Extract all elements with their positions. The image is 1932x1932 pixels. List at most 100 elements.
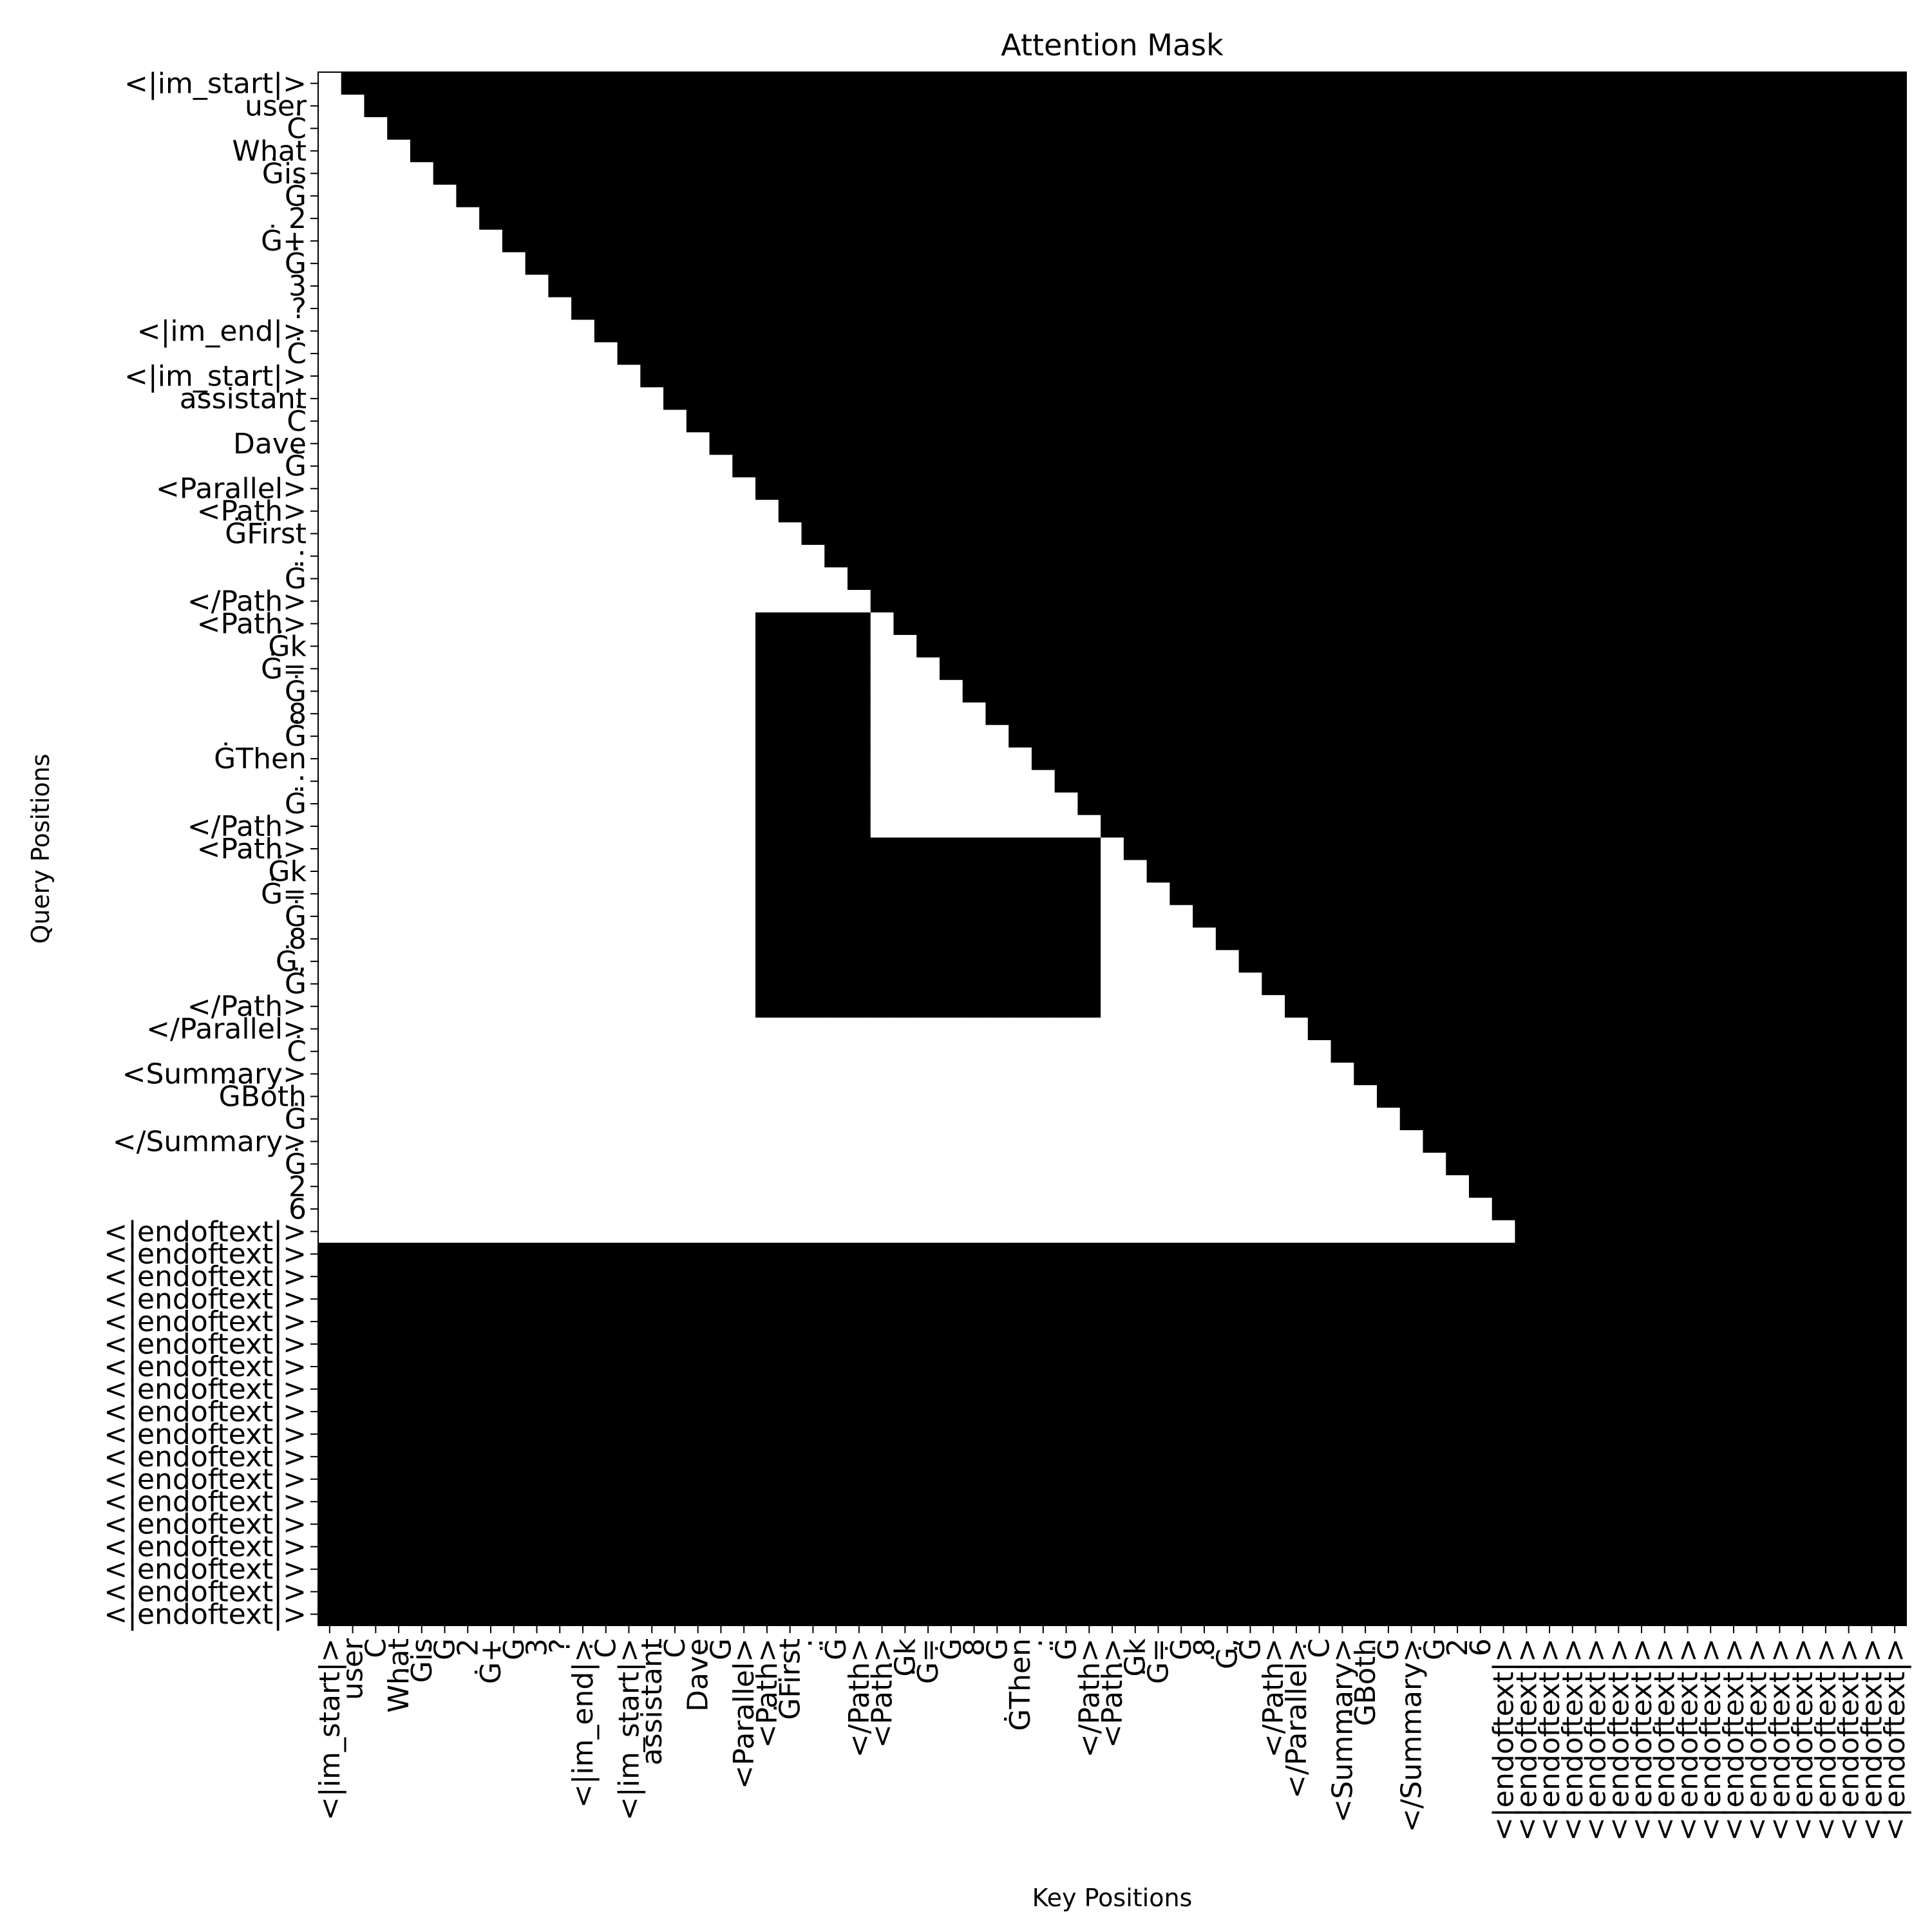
heatmap-cell — [848, 1108, 871, 1131]
heatmap-cell — [824, 1603, 848, 1626]
heatmap-cell — [1860, 679, 1884, 703]
heatmap-cell — [318, 1175, 342, 1198]
heatmap-cell — [686, 612, 710, 636]
heatmap-cell — [1814, 1445, 1838, 1468]
heatmap-cell — [824, 1332, 848, 1356]
heatmap-cell — [801, 995, 825, 1018]
heatmap-cell — [640, 1535, 664, 1558]
heatmap-cell — [1860, 927, 1884, 951]
heatmap-cell — [801, 1197, 825, 1221]
heatmap-cell — [1285, 1265, 1309, 1289]
heatmap-cell — [1814, 1242, 1838, 1266]
heatmap-cell — [962, 905, 987, 928]
heatmap-cell — [364, 522, 388, 545]
x-tick-label: Ġ, — [1211, 1638, 1244, 1669]
heatmap-cell — [502, 229, 526, 253]
heatmap-cell — [1031, 567, 1056, 591]
heatmap-cell — [916, 679, 940, 703]
heatmap-cell — [1354, 1423, 1378, 1446]
heatmap-cell — [318, 590, 342, 613]
heatmap-cell — [640, 1265, 664, 1289]
heatmap-cell — [1630, 882, 1654, 905]
heatmap-cell — [916, 724, 940, 748]
heatmap-cell — [1814, 567, 1838, 591]
heatmap-cell — [410, 747, 434, 771]
heatmap-cell — [433, 882, 457, 905]
heatmap-cell — [387, 1287, 411, 1311]
heatmap-cell — [732, 860, 756, 884]
heatmap-cell — [1354, 702, 1378, 726]
heatmap-cell — [1560, 72, 1585, 95]
heatmap-cell — [1584, 1175, 1607, 1198]
heatmap-cell — [1468, 1558, 1493, 1581]
heatmap-cell — [1262, 500, 1285, 523]
heatmap-cell — [502, 1513, 526, 1536]
heatmap-cell — [1722, 679, 1746, 703]
heatmap-cell — [1031, 590, 1056, 613]
heatmap-cell — [456, 1063, 480, 1086]
heatmap-cell — [456, 815, 480, 838]
heatmap-cell — [1607, 1400, 1631, 1423]
heatmap-cell — [1423, 72, 1446, 95]
heatmap-cell — [640, 1018, 664, 1041]
heatmap-cell — [916, 117, 940, 140]
heatmap-cell — [939, 1085, 963, 1108]
heatmap-cell — [548, 252, 572, 276]
heatmap-cell — [1492, 724, 1516, 748]
heatmap-cell — [1814, 342, 1838, 366]
heatmap-cell — [824, 184, 848, 208]
heatmap-cell — [1399, 1108, 1424, 1131]
heatmap-cell — [1238, 567, 1262, 591]
heatmap-cell — [916, 1423, 940, 1446]
heatmap-cell — [1515, 1468, 1539, 1491]
heatmap-cell — [1009, 117, 1032, 140]
heatmap-cell — [1146, 1130, 1170, 1153]
heatmap-cell — [663, 1220, 687, 1244]
heatmap-cell — [341, 1197, 365, 1221]
heatmap-cell — [985, 1130, 1009, 1153]
heatmap-cell — [1584, 679, 1607, 703]
heatmap-cell — [1423, 590, 1446, 613]
heatmap-cell — [755, 882, 779, 905]
heatmap-cell — [1745, 972, 1769, 996]
heatmap-cell — [548, 94, 572, 118]
heatmap-cell — [410, 1513, 434, 1536]
heatmap-cell — [709, 184, 733, 208]
heatmap-cell — [1170, 590, 1193, 613]
heatmap-cell — [1307, 94, 1332, 118]
heatmap-cell — [1745, 162, 1769, 185]
heatmap-cell — [1676, 905, 1700, 928]
heatmap-cell — [709, 1400, 733, 1423]
heatmap-cell — [1515, 702, 1539, 726]
heatmap-cell — [571, 1580, 595, 1604]
heatmap-cell — [1423, 1040, 1446, 1063]
heatmap-cell — [387, 634, 411, 658]
heatmap-cell — [893, 365, 917, 388]
heatmap-cell — [778, 927, 802, 951]
heatmap-cell — [1653, 387, 1677, 410]
heatmap-cell — [341, 1152, 365, 1176]
heatmap-cell — [686, 1265, 710, 1289]
heatmap-cell — [848, 522, 871, 545]
heatmap-cell — [939, 117, 963, 140]
y-tick-label: Ċ — [287, 404, 307, 438]
heatmap-cell — [1193, 1603, 1217, 1626]
heatmap-cell — [1699, 545, 1723, 568]
heatmap-cell — [1031, 1468, 1056, 1491]
heatmap-cell — [1492, 1242, 1516, 1266]
heatmap-cell — [663, 1085, 687, 1108]
heatmap-cell — [1515, 1287, 1539, 1311]
heatmap-cell — [1515, 1535, 1539, 1558]
heatmap-cell — [1193, 1445, 1217, 1468]
heatmap-cell — [1423, 1130, 1446, 1153]
heatmap-cell — [387, 1310, 411, 1334]
y-tick-label: <|endoftext|> — [104, 1531, 307, 1564]
heatmap-cell — [640, 139, 664, 163]
heatmap-cell — [1446, 1445, 1470, 1468]
heatmap-cell — [962, 1175, 987, 1198]
heatmap-cell — [916, 1558, 940, 1581]
x-tick-label: Ġ — [1372, 1638, 1405, 1660]
heatmap-cell — [387, 1018, 411, 1041]
heatmap-cell — [1883, 1445, 1907, 1468]
heatmap-cell — [755, 792, 779, 816]
